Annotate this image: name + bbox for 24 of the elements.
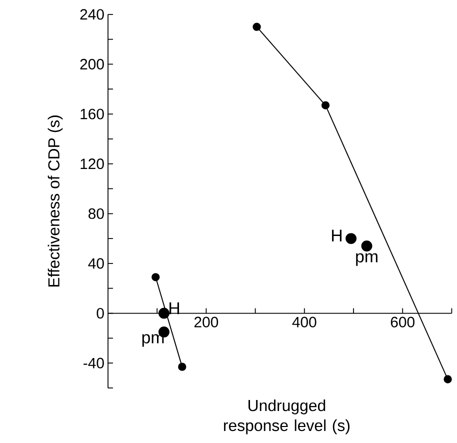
- x-tick-label: 200: [194, 316, 218, 328]
- point: [252, 22, 261, 31]
- x-tick-label: 600: [390, 316, 414, 328]
- annotation: H: [170, 302, 180, 314]
- y-axis-title: Effectiveness of CDP (s): [48, 116, 63, 287]
- point: [361, 240, 372, 252]
- point: [158, 308, 170, 319]
- y-tick-label: 200: [80, 58, 104, 70]
- y-tick-label: 120: [80, 158, 104, 170]
- y-tick-label: 0: [96, 308, 104, 319]
- annotation: pm: [356, 253, 378, 266]
- y-tick-label: 240: [80, 9, 104, 20]
- y-tick-label: 160: [80, 108, 104, 120]
- y-tick-label: 40: [88, 258, 104, 269]
- point: [178, 362, 186, 371]
- point: [444, 375, 452, 384]
- x-axis-title: Undrugged response level (s): [224, 399, 350, 434]
- point: [346, 233, 357, 244]
- y-tick-label: -40: [84, 358, 104, 368]
- annotation: H: [332, 230, 342, 242]
- point: [152, 273, 160, 282]
- point: [321, 101, 330, 110]
- x-tick-label: 400: [292, 316, 316, 328]
- y-tick-label: 80: [88, 208, 104, 219]
